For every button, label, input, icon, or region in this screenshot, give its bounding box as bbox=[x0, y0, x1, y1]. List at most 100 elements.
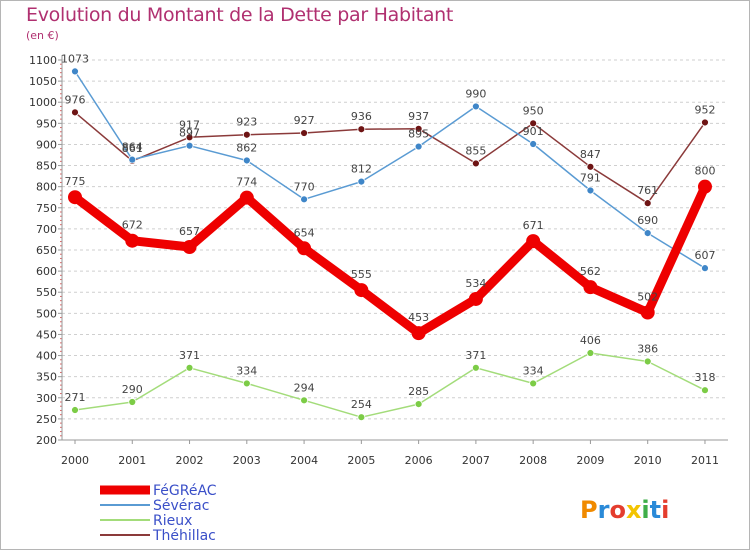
data-point bbox=[701, 264, 709, 273]
data-point bbox=[529, 119, 538, 128]
data-label: 800 bbox=[694, 165, 715, 178]
data-point bbox=[586, 349, 595, 357]
data-point bbox=[411, 326, 426, 341]
y-tick-label: 250 bbox=[36, 413, 57, 426]
y-tick-label: 500 bbox=[36, 307, 57, 320]
data-label: 950 bbox=[523, 104, 544, 117]
data-point bbox=[239, 190, 254, 205]
x-tick-label: 2009 bbox=[576, 454, 604, 467]
series-line-1 bbox=[74, 70, 706, 269]
y-tick-label: 750 bbox=[36, 202, 57, 215]
y-tick-label: 1100 bbox=[29, 54, 57, 67]
data-point bbox=[242, 156, 251, 165]
data-label: 770 bbox=[294, 180, 315, 193]
data-label: 406 bbox=[580, 334, 601, 347]
data-point bbox=[300, 129, 308, 137]
y-tick-label: 550 bbox=[36, 286, 57, 299]
proxiti-logo: Proxiti bbox=[580, 496, 669, 524]
chart-title: Evolution du Montant de la Dette par Hab… bbox=[26, 4, 454, 26]
x-tick-label: 2006 bbox=[405, 454, 433, 467]
legend-entry: Théhillac bbox=[152, 528, 216, 544]
legend-entry: FéGRéAC bbox=[153, 483, 217, 499]
data-label: 294 bbox=[294, 381, 315, 394]
data-point bbox=[471, 159, 480, 168]
data-label: 334 bbox=[236, 364, 257, 377]
data-label: 690 bbox=[637, 214, 658, 227]
data-point bbox=[71, 108, 79, 117]
x-tick-label: 2008 bbox=[519, 454, 547, 467]
y-tick-label: 1050 bbox=[29, 75, 57, 88]
data-label: 562 bbox=[580, 265, 601, 278]
data-label: 657 bbox=[179, 225, 200, 238]
data-label: 271 bbox=[65, 391, 86, 404]
data-point bbox=[414, 124, 423, 133]
data-point bbox=[185, 363, 194, 372]
data-point bbox=[128, 155, 137, 164]
data-label: 334 bbox=[523, 364, 544, 377]
x-tick-label: 2005 bbox=[347, 454, 375, 467]
x-tick-label: 2003 bbox=[233, 454, 261, 467]
data-point bbox=[125, 233, 140, 248]
data-point bbox=[354, 283, 369, 298]
data-label: 901 bbox=[523, 125, 544, 138]
data-point bbox=[357, 125, 366, 134]
data-point bbox=[185, 141, 194, 150]
series-line-2 bbox=[74, 352, 706, 418]
data-label: 936 bbox=[351, 110, 372, 123]
data-label: 812 bbox=[351, 163, 372, 176]
axes bbox=[58, 55, 728, 444]
data-label: 855 bbox=[465, 144, 486, 157]
data-point bbox=[182, 240, 197, 255]
data-label: 386 bbox=[637, 342, 658, 355]
data-label: 671 bbox=[523, 219, 544, 232]
data-point bbox=[643, 229, 652, 238]
legend-entry: Rieux bbox=[153, 513, 192, 529]
data-label: 502 bbox=[637, 290, 658, 303]
data-point bbox=[471, 102, 480, 111]
data-label: 897 bbox=[179, 127, 200, 140]
grid bbox=[62, 59, 728, 441]
data-point bbox=[526, 234, 541, 249]
data-point bbox=[242, 130, 251, 139]
data-point bbox=[297, 241, 312, 256]
series-line-0 bbox=[70, 182, 710, 338]
data-point bbox=[529, 379, 538, 388]
x-tick-label: 2004 bbox=[290, 454, 318, 467]
data-label: 1073 bbox=[61, 52, 89, 65]
x-tick-label: 2000 bbox=[61, 454, 89, 467]
data-point bbox=[529, 140, 538, 148]
data-point bbox=[697, 179, 712, 194]
data-label: 952 bbox=[694, 103, 715, 116]
data-label: 895 bbox=[408, 128, 429, 141]
x-tick-label: 2011 bbox=[691, 454, 719, 467]
data-point bbox=[701, 118, 709, 127]
data-label: 791 bbox=[580, 171, 601, 184]
y-tick-label: 850 bbox=[36, 160, 57, 173]
data-point bbox=[68, 190, 82, 205]
data-point bbox=[640, 305, 655, 320]
data-point bbox=[586, 186, 595, 195]
data-label: 555 bbox=[351, 268, 372, 281]
data-label: 774 bbox=[236, 176, 257, 189]
y-tick-label: 400 bbox=[36, 350, 57, 363]
data-label: 761 bbox=[637, 184, 658, 197]
x-tick-label: 2007 bbox=[462, 454, 490, 467]
y-tick-label: 300 bbox=[36, 392, 57, 405]
series-line-3 bbox=[74, 111, 706, 204]
data-label: 318 bbox=[694, 371, 715, 384]
data-label: 290 bbox=[122, 383, 143, 396]
data-label: 453 bbox=[408, 311, 429, 324]
x-tick-label: 2001 bbox=[118, 454, 146, 467]
data-label: 923 bbox=[236, 116, 257, 129]
data-label: 864 bbox=[122, 141, 143, 154]
data-label: 862 bbox=[236, 141, 257, 154]
data-point bbox=[357, 177, 366, 186]
data-point bbox=[300, 195, 308, 204]
data-point bbox=[71, 67, 79, 76]
data-label: 371 bbox=[465, 349, 486, 362]
data-point bbox=[185, 133, 194, 142]
y-tick-label: 950 bbox=[36, 117, 57, 130]
